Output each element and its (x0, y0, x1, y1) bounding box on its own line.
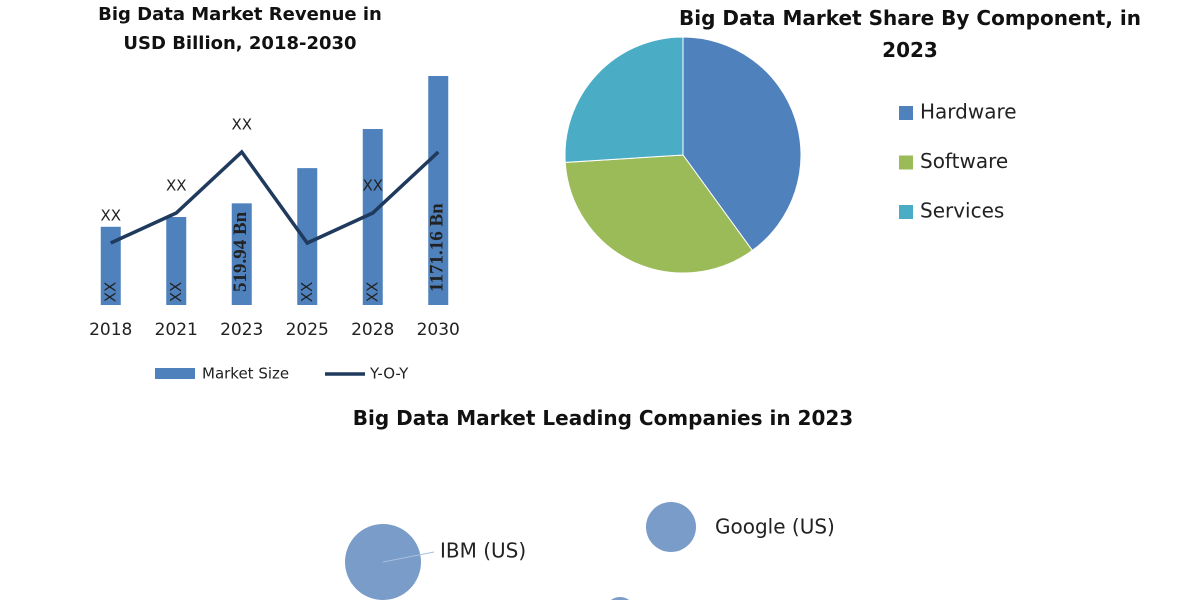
leader-line (382, 551, 435, 563)
x-tick-label: 2023 (220, 320, 263, 340)
x-tick-label: 2028 (351, 320, 394, 340)
pie-slice (564, 154, 754, 274)
bubble (646, 502, 696, 552)
chart-title: Big Data Market Share By Component, in 2… (679, 6, 1141, 62)
line-value-label: XX (231, 116, 252, 134)
bar (362, 129, 383, 305)
x-tick-label: 2030 (417, 320, 460, 340)
x-tick-label: 2025 (286, 320, 329, 340)
legend-swatch (155, 368, 195, 379)
bubble (611, 597, 629, 600)
bar-value-label: XX (167, 282, 185, 303)
line-value-label: XX (166, 177, 187, 195)
legend-label: Y-O-Y (369, 365, 409, 383)
chart-title: Big Data Market Revenue in USD Billion, … (98, 4, 382, 54)
legend-label: Market Size (202, 365, 289, 383)
bubble-label: IBM (US) (440, 539, 526, 563)
bar-value-label: 1171.16 Bn (427, 203, 448, 292)
bar-value-label: XX (101, 282, 119, 303)
bar-value-label: XX (363, 282, 381, 303)
bar (166, 217, 187, 305)
legend-swatch (899, 205, 913, 219)
pie-slice (564, 36, 684, 163)
bubble-label: Google (US) (715, 515, 835, 539)
line (110, 149, 440, 246)
bar (231, 203, 252, 305)
bar-value-label: XX (298, 282, 316, 303)
legend-swatch (899, 155, 913, 170)
legend-label: Software (920, 149, 1008, 173)
x-tick-label: 2018 (89, 320, 132, 340)
bar (297, 168, 318, 305)
line-value-label: XX (100, 207, 121, 225)
legend-label: Hardware (920, 100, 1017, 124)
pie-slice (682, 36, 802, 252)
chart-title: Big Data Market Leading Companies in 202… (352, 406, 854, 430)
legend-swatch (899, 106, 913, 120)
bar-value-label: 519.94 Bn (230, 211, 251, 292)
bar (100, 226, 121, 305)
bar (428, 76, 449, 305)
legend-label: Services (920, 199, 1004, 223)
x-tick-label: 2021 (155, 320, 198, 340)
line-value-label: XX (362, 177, 383, 195)
